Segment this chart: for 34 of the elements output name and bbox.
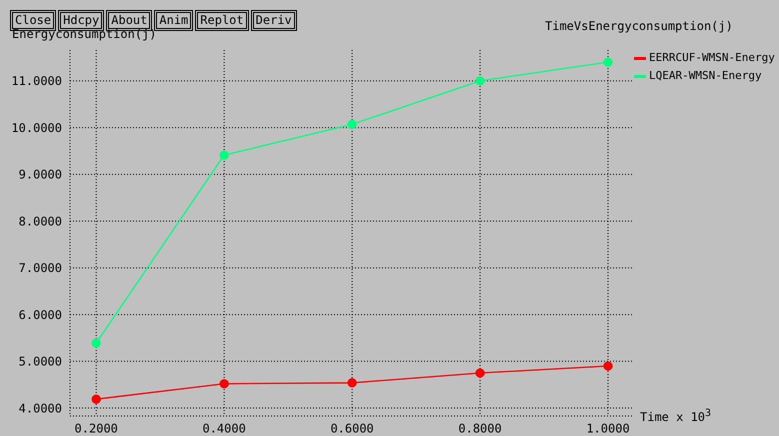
y-tick-label: 7.0000 — [18, 261, 62, 276]
point — [92, 394, 101, 404]
point — [475, 76, 485, 86]
y-tick-label: 6.0000 — [18, 308, 62, 322]
y-tick-label: 5.0000 — [18, 354, 62, 369]
point — [347, 120, 357, 129]
button: About — [108, 12, 150, 29]
point — [220, 379, 229, 388]
point — [220, 150, 229, 160]
x-tick-label: 0.2000 — [74, 422, 118, 436]
point — [347, 378, 357, 388]
y-tick-label: 8.0000 — [18, 214, 62, 228]
button: Close — [12, 12, 54, 29]
button: Deriv — [252, 12, 295, 29]
y-tick-label: 10.0000 — [11, 120, 62, 135]
x-tick-label: 1.0000 — [586, 422, 630, 436]
y-tick-label: 9.0000 — [18, 168, 62, 182]
legend-label: LQEAR-WMSN-Energy — [649, 69, 762, 82]
point — [92, 338, 101, 348]
y-tick-label: 11.0000 — [11, 74, 62, 88]
x-axis-title: Time x 10$^{3}$ — [640, 408, 712, 424]
x-tick-label: 0.4000 — [202, 422, 246, 436]
chart-title: TimeVsEnergyconsumption(j) — [545, 19, 733, 33]
x-tick-label: 0.8000 — [458, 422, 502, 436]
y-axis-title: Energyconsumption(j) — [12, 27, 156, 41]
button: Anim — [156, 12, 192, 29]
x-tick-label: 0.6000 — [330, 422, 374, 436]
y-tick-label: 4.0000 — [18, 401, 62, 416]
button: Hdcpy — [60, 12, 102, 29]
point — [475, 368, 485, 378]
legend-label: EERRCUF-WMSN-Energy — [649, 51, 775, 64]
button: Replot — [197, 12, 247, 29]
point — [603, 58, 613, 67]
point — [603, 361, 613, 371]
